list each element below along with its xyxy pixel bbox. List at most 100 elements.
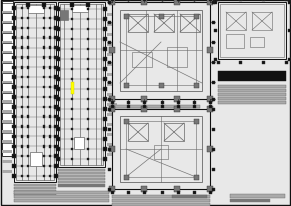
Bar [207, 0, 213, 6]
Bar [74, 137, 84, 149]
Bar [49, 67, 51, 69]
Bar [2, 111, 12, 114]
Bar [54, 47, 58, 50]
Bar [21, 57, 23, 59]
Bar [71, 108, 73, 111]
Bar [112, 199, 210, 201]
Bar [30, 152, 42, 166]
Bar [2, 12, 12, 15]
Bar [174, 186, 180, 192]
Bar [49, 116, 51, 118]
Bar [71, 98, 73, 101]
Bar [172, 195, 207, 198]
Bar [87, 88, 89, 91]
Bar [71, 19, 73, 21]
Bar [56, 157, 60, 161]
Bar [12, 56, 16, 60]
Bar [226, 35, 244, 49]
Bar [107, 113, 117, 116]
Bar [12, 17, 16, 21]
Bar [27, 155, 29, 158]
Bar [143, 105, 146, 108]
Bar [164, 123, 184, 141]
Bar [21, 116, 23, 118]
Bar [87, 158, 89, 160]
Bar [194, 119, 198, 124]
Bar [49, 165, 51, 167]
Bar [103, 78, 107, 81]
Bar [120, 11, 202, 91]
Bar [14, 195, 109, 198]
Bar [72, 6, 88, 13]
Bar [21, 126, 23, 128]
Bar [27, 57, 29, 59]
Bar [43, 96, 45, 99]
Bar [86, 4, 90, 8]
Bar [262, 61, 265, 64]
Bar [54, 125, 58, 129]
Bar [43, 47, 45, 49]
Bar [56, 88, 60, 91]
Bar [54, 145, 58, 148]
Bar [112, 109, 200, 112]
Bar [109, 97, 115, 103]
Bar [2, 42, 12, 45]
Bar [87, 59, 89, 61]
Bar [193, 105, 196, 108]
Bar [87, 19, 89, 21]
Bar [212, 168, 214, 171]
Bar [288, 1, 290, 5]
Bar [14, 193, 56, 195]
Bar [109, 48, 115, 54]
Bar [27, 8, 29, 10]
Bar [143, 0, 146, 1]
Bar [56, 138, 60, 141]
Bar [49, 47, 51, 49]
Bar [177, 0, 180, 1]
Bar [43, 175, 45, 177]
Bar [141, 97, 147, 103]
Bar [56, 147, 60, 151]
Bar [58, 181, 105, 183]
Bar [141, 0, 147, 6]
Bar [103, 88, 107, 91]
Bar [112, 114, 200, 116]
Bar [107, 1, 111, 5]
Bar [2, 81, 12, 84]
Bar [107, 128, 111, 131]
Bar [103, 28, 107, 32]
Bar [49, 155, 51, 158]
Bar [161, 191, 164, 194]
Bar [112, 109, 210, 189]
Bar [56, 18, 60, 22]
Bar [154, 15, 174, 33]
Bar [54, 7, 58, 11]
Bar [107, 33, 117, 36]
Bar [107, 41, 111, 44]
Bar [71, 29, 73, 31]
Bar [107, 188, 111, 191]
Bar [12, 125, 16, 129]
Bar [218, 90, 286, 92]
Bar [43, 18, 45, 20]
Bar [56, 98, 60, 101]
Bar [43, 116, 45, 118]
Bar [111, 0, 113, 1]
Bar [58, 178, 105, 180]
Bar [43, 57, 45, 59]
Bar [56, 68, 60, 71]
Bar [43, 8, 45, 10]
Bar [12, 47, 16, 50]
Bar [103, 157, 107, 161]
Bar [27, 37, 29, 40]
Bar [103, 8, 107, 12]
Bar [103, 68, 107, 71]
Bar [103, 18, 107, 22]
Bar [56, 118, 60, 121]
Bar [109, 107, 115, 112]
Bar [14, 190, 56, 192]
Bar [54, 105, 58, 109]
Bar [107, 23, 117, 26]
Bar [87, 98, 89, 101]
Bar [127, 101, 129, 104]
